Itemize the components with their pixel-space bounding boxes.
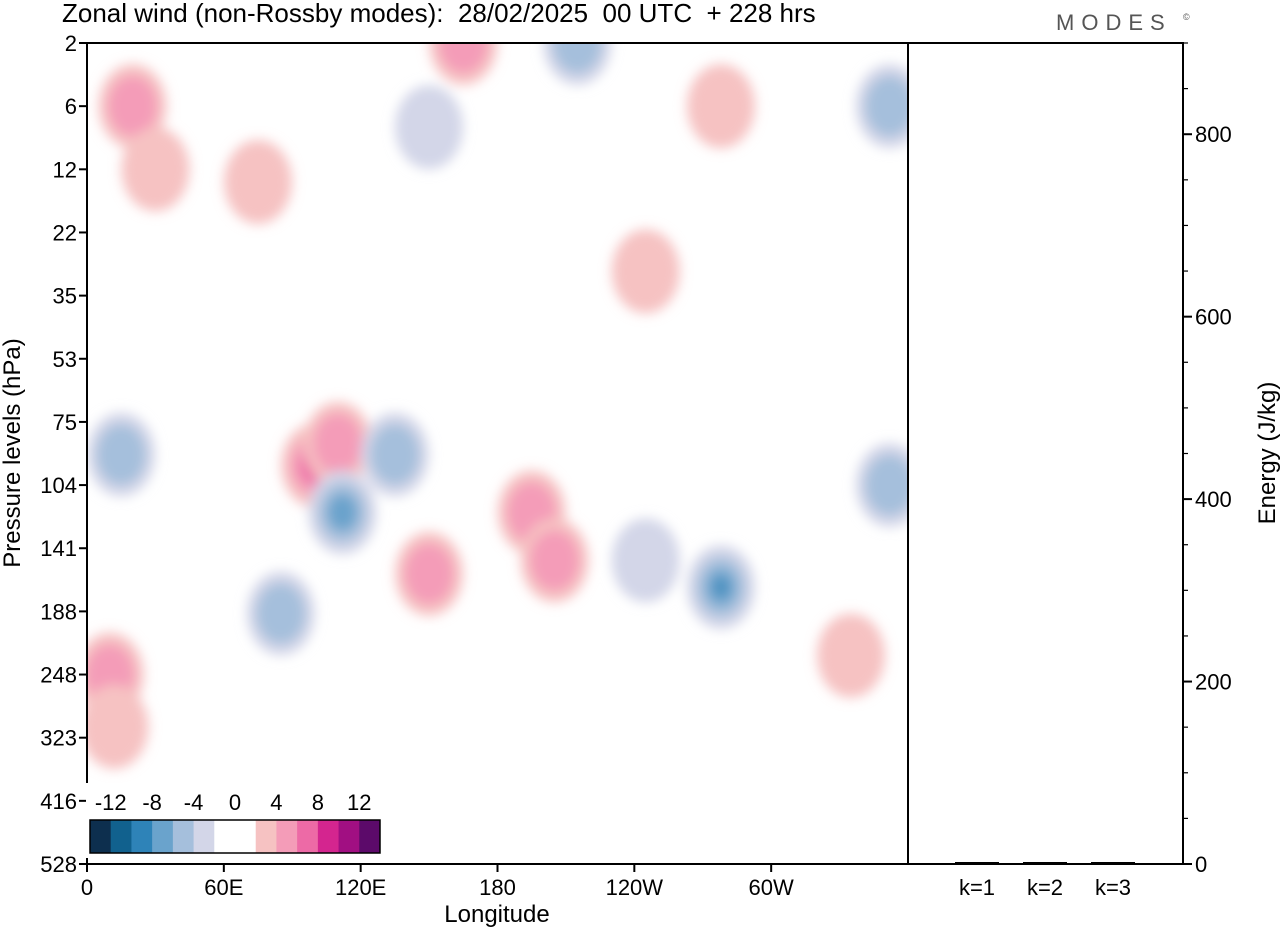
negative-wind-region-0 [96,424,146,485]
colorbar-swatch [110,820,132,853]
positive-wind-region-10 [530,530,579,591]
negative-wind-region-1 [256,583,306,644]
negative-wind-region-9 [865,454,908,516]
colorbar-swatch [172,820,195,853]
colorbar-swatch [255,820,277,853]
energy-category-label: k=3 [1095,875,1131,900]
negative-wind-region-6 [611,518,680,603]
colorbar: -12 -8 -4 0 4 8 12 [86,783,386,858]
x-tick-label: 120E [335,875,386,900]
colorbar-swatch [297,820,319,853]
colorbar-swatch [214,820,236,853]
y-tick-label: 75 [53,410,77,435]
positive-wind-region-4 [224,139,293,224]
energy-bar-k=1 [955,862,999,864]
negative-wind-region-4 [395,85,464,170]
y-tick-label: 323 [40,726,77,751]
colorbar-swatch [338,820,360,853]
x-axis-title: Longitude [444,901,549,928]
colorbar-swatch [317,820,340,853]
colorbar-label: 0 [229,790,241,815]
y-axis: 2 6 12 22 35 53 75 104 141 188 248 323 416 528 [40,31,87,877]
colorbar-label: 8 [312,790,324,815]
x-tick-label: 0 [81,875,93,900]
positive-wind-region-3 [121,127,190,212]
colorbar-label: 12 [347,790,371,815]
y-tick-label: 248 [40,663,77,688]
y-tick-label: 12 [53,157,77,182]
y-tick-label: 188 [40,599,77,624]
colorbar-label: -4 [184,790,204,815]
y-tick-label: 528 [40,852,77,877]
positive-wind-region-7 [404,543,454,605]
energy-tick-label: 800 [1195,122,1232,147]
colorbar-swatch [152,820,174,853]
x-tick-label: 180 [479,875,516,900]
energy-panel-frame [907,42,1184,865]
positive-wind-region-6 [313,413,363,474]
positive-wind-region-1 [87,684,149,769]
positive-wind-region-2 [108,75,158,137]
energy-tick-label: 200 [1195,670,1232,695]
energy-axis: 0 200 400 600 800 [1183,42,1232,877]
copyright-mark: © [1183,12,1190,22]
chart-title: Zonal wind (non-Rossby modes): 28/02/202… [62,0,816,28]
energy-axis-title: Energy (J/kg) [1254,382,1280,525]
positive-wind-region-12 [686,64,755,149]
modes-logo: MODES [1056,10,1172,35]
colorbar-swatch [276,820,298,853]
energy-category-label: k=2 [1027,875,1063,900]
positive-wind-region-8 [438,43,488,74]
energy-bar-k=3 [1091,862,1135,864]
positive-wind-region-13 [816,613,885,698]
colorbar-swatch [235,820,257,853]
negative-wind-region-5 [552,43,602,74]
y-tick-label: 53 [53,347,77,372]
negative-wind-region-3 [370,424,420,485]
y-tick-label: 2 [65,31,77,56]
energy-tick-label: 600 [1195,305,1232,330]
energy-bar-k=2 [1023,862,1067,864]
colorbar-label: -12 [95,790,127,815]
y-tick-label: 6 [65,94,77,119]
x-axis: 0 60E 120E 180 120W 60W [81,864,794,900]
x-tick-label: 60W [749,875,794,900]
negative-wind-region-2 [327,493,358,531]
colorbar-swatch [131,820,153,853]
colorbar-frame [89,819,381,854]
y-tick-label: 416 [40,789,77,814]
negative-wind-region-8 [865,75,908,137]
energy-tick-label: 0 [1195,852,1207,877]
negative-wind-region-7 [715,580,727,594]
energy-tick-label: 400 [1195,487,1232,512]
y-tick-label: 141 [40,536,77,561]
y-axis-title: Pressure levels (hPa) [0,338,26,567]
colorbar-label: -8 [142,790,162,815]
energy-category-label: k=1 [959,875,995,900]
colorbar-label: 4 [270,790,282,815]
heatmap-frame [86,42,909,865]
energy-bars: k=1 k=2 k=3 [955,862,1135,900]
colorbar-swatch [193,820,215,853]
heatmap-field [87,43,908,769]
positive-wind-region-11 [611,229,680,314]
y-tick-label: 104 [40,473,77,498]
x-tick-label: 60E [204,875,243,900]
x-tick-label: 120W [606,875,664,900]
colorbar-swatch [359,820,381,853]
y-tick-label: 35 [53,284,77,309]
colorbar-swatch [90,820,112,853]
y-tick-label: 22 [53,220,77,245]
